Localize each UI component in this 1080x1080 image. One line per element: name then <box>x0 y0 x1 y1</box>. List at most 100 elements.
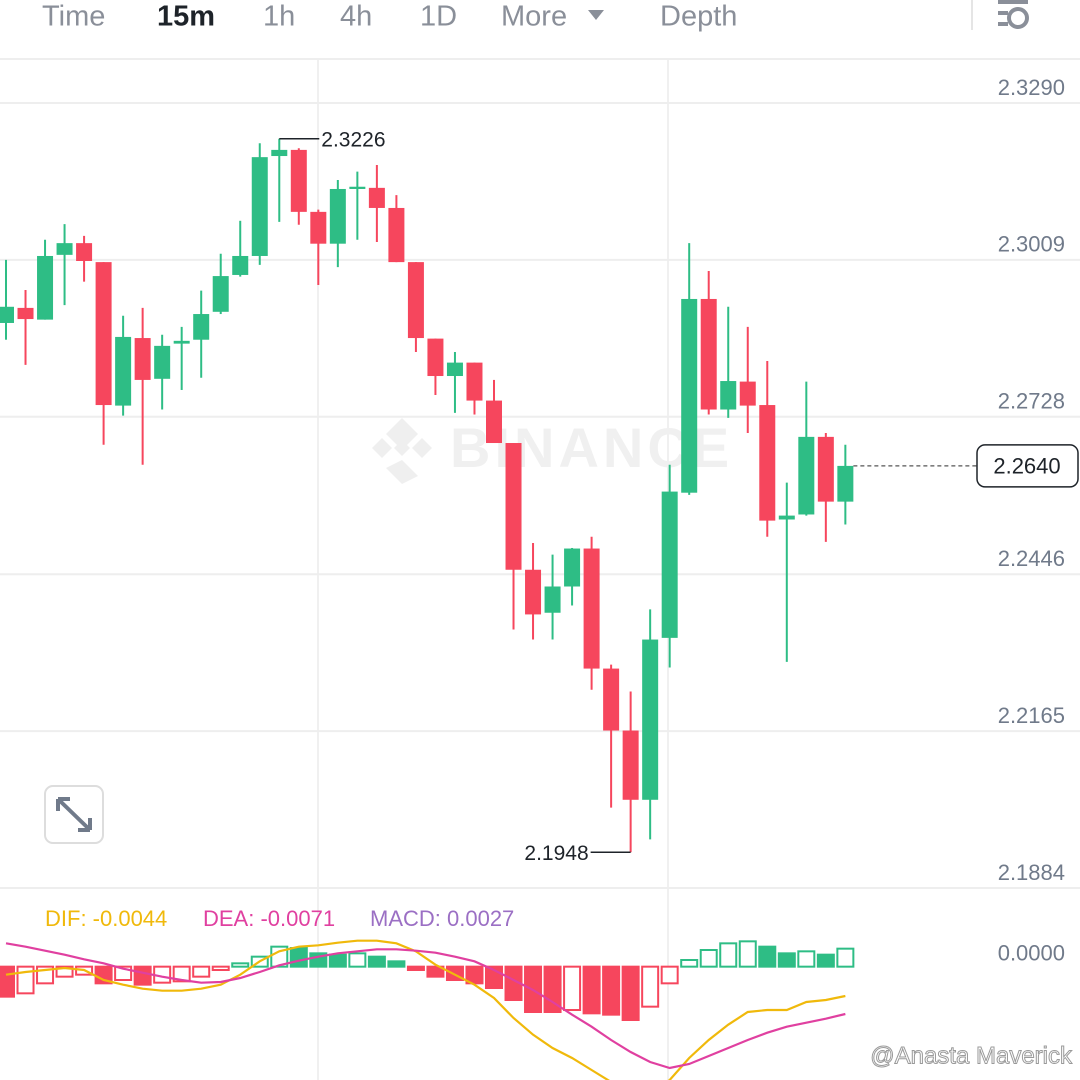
macd-bar <box>563 965 582 1012</box>
candle-body <box>271 149 288 157</box>
macd-bar <box>172 965 191 983</box>
candle-body <box>407 262 424 339</box>
candle-body <box>427 338 444 377</box>
y-tick-label: 2.1884 <box>998 860 1065 885</box>
tab[interactable]: 15m <box>157 1 215 33</box>
macd-bar <box>426 965 445 978</box>
tab[interactable]: Depth <box>660 1 737 33</box>
binance-logo <box>372 418 432 484</box>
candle-body <box>154 345 171 379</box>
tab[interactable]: 1D <box>420 1 457 33</box>
macd-bar <box>406 965 425 972</box>
candle-body <box>115 336 132 406</box>
y-tick-label: 2.3009 <box>998 232 1065 257</box>
macd-bar <box>758 945 777 968</box>
candle-body <box>232 255 249 275</box>
settings-icon[interactable] <box>998 0 1029 29</box>
candle-body <box>76 243 93 261</box>
tab[interactable]: 1h <box>263 1 295 33</box>
macd-bar <box>621 965 640 1022</box>
macd-bar <box>367 955 386 968</box>
y-tick-label: 2.3290 <box>998 75 1065 100</box>
candle-body <box>778 515 795 520</box>
candle-body <box>681 298 698 493</box>
dea-line <box>5 942 846 1070</box>
macd-bar <box>836 947 855 968</box>
candle-body <box>700 298 717 410</box>
candle-body <box>466 362 483 401</box>
high-label: 2.3226 <box>321 128 385 151</box>
macd-bar <box>133 965 152 986</box>
macd-legend: DIF: -0.0044 <box>45 906 167 931</box>
tab[interactable]: 4h <box>340 1 372 33</box>
candle-body <box>368 187 385 208</box>
candle-body <box>486 400 502 444</box>
candle-body <box>759 405 776 521</box>
macd-legend: MACD: 0.0027 <box>370 906 514 931</box>
tab[interactable]: Time <box>42 1 105 33</box>
macd-bar <box>0 965 15 998</box>
tab[interactable]: More <box>501 1 567 33</box>
macd-bar <box>699 949 718 968</box>
last-price-box <box>976 444 1079 488</box>
macd-bar <box>797 950 816 968</box>
candle-body <box>212 276 229 312</box>
candle-body <box>837 465 854 502</box>
candle-body <box>95 262 112 406</box>
macd-bar <box>211 965 230 972</box>
candle-body <box>564 548 581 587</box>
candle-body <box>661 491 678 638</box>
macd-bar <box>777 952 796 968</box>
y-tick-label: 2.2446 <box>998 546 1065 571</box>
macd-bar <box>738 940 757 968</box>
candle-body <box>505 443 522 570</box>
dropdown-arrow[interactable] <box>588 10 604 20</box>
macd-bar <box>816 953 835 968</box>
candle-body <box>349 186 366 189</box>
macd-bar <box>348 952 367 968</box>
candle-body <box>817 436 834 502</box>
candle-body <box>720 381 737 410</box>
candle-body <box>798 436 815 515</box>
candle-body <box>37 255 54 320</box>
candle-body <box>17 307 34 320</box>
macd-bar <box>719 942 738 968</box>
macd-legend: DEA: -0.0071 <box>203 906 335 931</box>
candle-body <box>525 569 542 615</box>
candle-body <box>173 340 190 344</box>
macd-bar <box>680 959 699 968</box>
macd-bar <box>289 947 308 968</box>
last-price-label: 2.2640 <box>993 454 1060 479</box>
y-tick-label: 2.2728 <box>998 389 1065 414</box>
macd-bar <box>192 965 211 978</box>
candle-body <box>329 188 346 244</box>
macd-bar <box>465 965 484 985</box>
candle-body <box>622 730 639 800</box>
macd-bar <box>55 965 74 978</box>
candle-body <box>193 314 210 340</box>
macd-bar <box>231 962 250 968</box>
macd-bar <box>641 965 660 1008</box>
macd-bar <box>582 965 601 1015</box>
watermark: @Anasta Maverick <box>870 1042 1073 1069</box>
candle-body <box>388 207 405 263</box>
candle-body <box>739 381 756 406</box>
macd-bar <box>660 965 679 985</box>
expand-icon <box>56 797 92 832</box>
candle-body <box>446 362 463 377</box>
candle-body <box>603 668 620 731</box>
dif-line <box>5 939 846 1080</box>
y-tick-label: 2.2165 <box>998 703 1065 728</box>
candle-body <box>56 243 73 255</box>
candle-body <box>642 639 659 800</box>
low-label: 2.1948 <box>524 842 588 865</box>
candle-body <box>0 306 14 323</box>
candle-body <box>544 586 561 613</box>
macd-tick-label: 0.0000 <box>998 940 1065 965</box>
candle-body <box>583 548 600 669</box>
candle-body <box>290 149 307 212</box>
candle-body <box>251 157 268 256</box>
macd-plot <box>0 939 855 1080</box>
